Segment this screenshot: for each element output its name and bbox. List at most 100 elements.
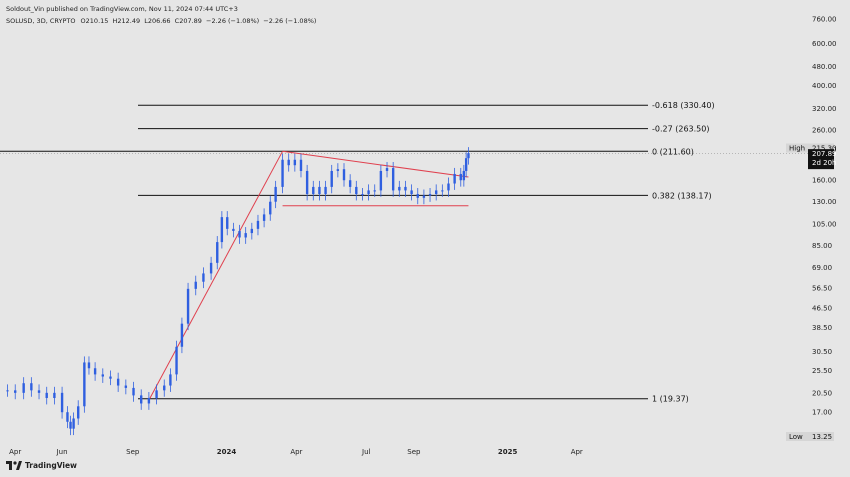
fib-levels: -0.618 (330.40) -0.27 (263.50) 0 (211.60) 0…: [0, 101, 808, 404]
candle-body: [6, 390, 9, 392]
time-tick: Apr: [571, 448, 583, 456]
candle-body: [441, 190, 444, 192]
candle-body: [428, 194, 432, 196]
publisher-line: Soldout_Vin published on TradingView.com…: [6, 5, 238, 13]
high-label-header: H: [112, 17, 118, 25]
low-label-header: L: [144, 17, 148, 25]
candle-body: [281, 159, 284, 187]
time-tick: Jun: [56, 448, 68, 456]
candle-body: [434, 190, 438, 195]
candle-body: [293, 159, 297, 166]
candle-body: [194, 281, 197, 289]
trendline: [282, 150, 469, 178]
tradingview-logo[interactable]: TradingView: [6, 461, 77, 470]
candle-body: [391, 168, 395, 191]
candle-body: [398, 186, 401, 191]
trendline: [149, 151, 283, 399]
candle-body: [244, 233, 247, 238]
open-label: O: [80, 17, 86, 25]
price-tick: 760.00: [812, 16, 837, 24]
trendlines: [149, 150, 469, 399]
fib-label: 0 (211.60): [652, 147, 694, 156]
fib-label: 1 (19.37): [652, 395, 689, 404]
time-axis[interactable]: Apr Jun Sep 2024 Apr Jul Sep 2025 Apr: [9, 448, 583, 456]
price-tick: 25.50: [812, 367, 832, 375]
price-tags: High 215.30 207.89 2d 20h Low 13.25: [786, 143, 837, 441]
symbol-name: SOLUSD, 3D, CRYPTO: [6, 17, 76, 25]
candle-body: [453, 173, 456, 184]
candle-body: [348, 180, 352, 187]
time-tick: Sep: [126, 448, 140, 456]
candle-body: [220, 217, 224, 243]
candle-body: [14, 390, 17, 393]
candle-body: [209, 262, 213, 274]
price-tick: 20.50: [812, 389, 832, 397]
candle-body: [69, 421, 72, 429]
candle-body: [287, 159, 290, 166]
candle-body: [312, 186, 315, 195]
price-tick: 480.00: [812, 63, 837, 71]
candle-body: [169, 374, 172, 386]
candle-body: [336, 169, 340, 171]
candle-body: [175, 346, 178, 375]
candle-body: [202, 273, 205, 282]
candle-body: [163, 385, 166, 391]
last-price-value: 207.89: [812, 150, 837, 158]
candle-body: [305, 170, 309, 195]
candle-body: [37, 390, 41, 393]
candle-body: [101, 374, 104, 377]
low-value-header: 206.66: [147, 17, 171, 25]
candle-body: [66, 412, 69, 422]
candle-body: [361, 194, 364, 196]
candle-body: [186, 288, 190, 324]
candle-body: [124, 385, 128, 388]
price-tick: 320.00: [812, 105, 837, 113]
candle-body: [274, 186, 277, 202]
candles: [6, 147, 470, 436]
candle-body: [216, 242, 219, 263]
candle-body: [269, 201, 272, 215]
candle-body: [299, 159, 303, 171]
candle-body: [232, 228, 235, 231]
time-tick: 2024: [217, 448, 237, 456]
candle-body: [379, 170, 383, 191]
price-tick: 30.50: [812, 348, 832, 356]
candle-body: [238, 230, 241, 238]
candle-body: [226, 217, 229, 229]
candle-body: [87, 362, 91, 369]
candle-body: [373, 190, 376, 192]
low-label: Low: [789, 433, 803, 441]
candle-body: [93, 368, 97, 375]
candle-body: [410, 190, 413, 195]
time-tick: 2025: [498, 448, 518, 456]
last-price-tag: [808, 149, 834, 170]
candle-body: [180, 323, 184, 347]
candle-body: [256, 220, 260, 229]
change-value-2: −2.26 (−1.08%): [263, 17, 317, 25]
candle-body: [77, 406, 80, 419]
time-tick: Apr: [290, 448, 302, 456]
price-tick: 260.00: [812, 126, 837, 134]
candle-body: [404, 186, 407, 191]
change-value: −2.26 (−1.08%): [206, 17, 260, 25]
price-axis[interactable]: 760.00 600.00 480.00 400.00 320.00 260.00 215.…: [812, 16, 837, 417]
candle-body: [250, 228, 254, 234]
candle-body: [464, 158, 468, 171]
candle-body: [330, 170, 333, 187]
price-tick: 85.00: [812, 242, 832, 250]
candle-body: [416, 194, 419, 198]
candle-body: [262, 214, 266, 221]
price-tick: 130.00: [812, 198, 837, 206]
price-tick: 56.50: [812, 284, 832, 292]
bar-countdown: 2d 20h: [812, 159, 836, 167]
candle-body: [318, 186, 321, 195]
candle-body: [72, 418, 75, 429]
candle-body: [447, 183, 450, 191]
candle-body: [155, 390, 158, 399]
candle-body: [342, 169, 346, 181]
time-tick: Apr: [9, 448, 21, 456]
time-tick: Sep: [407, 448, 421, 456]
low-price-tag: [786, 432, 834, 441]
